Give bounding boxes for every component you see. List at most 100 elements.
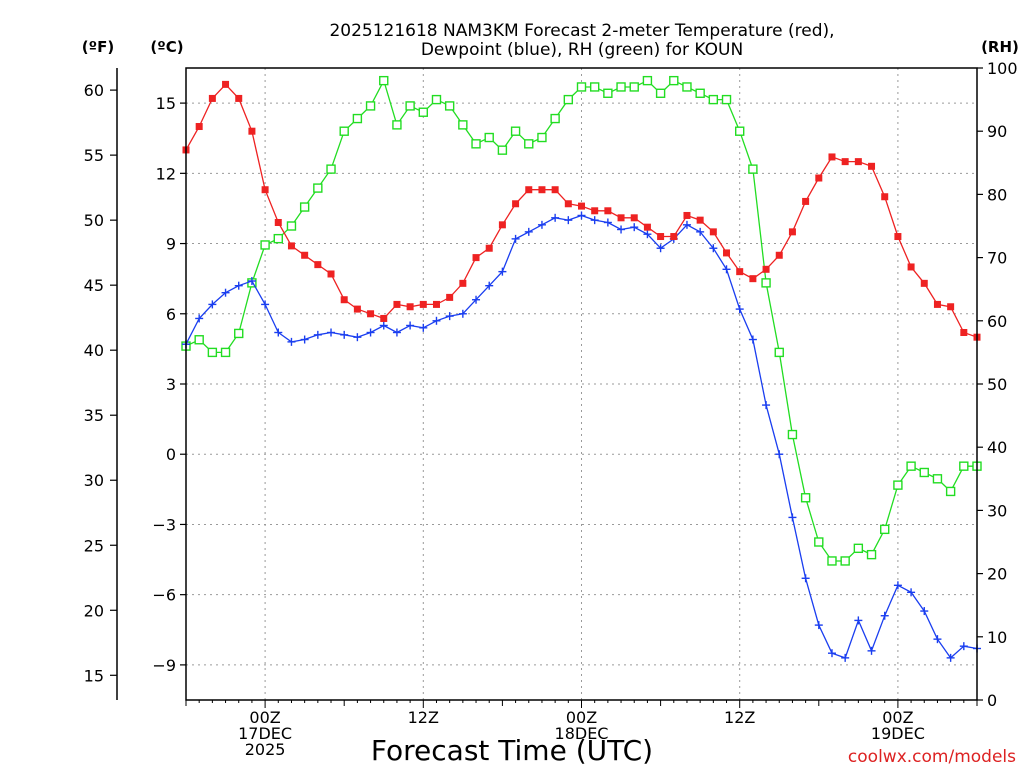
time-tick-label: 12Z <box>408 708 439 727</box>
dewpoint-point <box>195 314 204 323</box>
rh-point <box>444 101 455 111</box>
dewpoint-point <box>445 312 454 321</box>
temperature-point <box>551 186 559 194</box>
dewpoint-point <box>788 513 797 522</box>
dewpoint-point <box>274 328 283 337</box>
dewpoint-point <box>603 218 612 227</box>
dewpoint-point <box>287 337 296 346</box>
rh-tick-label: 70 <box>987 249 1007 268</box>
dewpoint-point <box>854 616 863 625</box>
temperature-point <box>907 263 915 271</box>
dewpoint-point <box>814 621 823 630</box>
rh-point <box>893 480 903 490</box>
rh-tick-label: 10 <box>987 628 1007 647</box>
temperature-point <box>828 153 836 161</box>
rh-point <box>721 94 732 105</box>
temperature-point <box>802 197 810 205</box>
rh-axis-label: (RH) <box>981 38 1019 56</box>
celsius-tick-label: 6 <box>166 305 176 324</box>
dewpoint-point <box>234 281 243 290</box>
rh-point <box>603 88 613 98</box>
temperature-point <box>340 296 348 304</box>
fahrenheit-tick-label: 60 <box>84 81 104 100</box>
rh-tick-label: 80 <box>987 185 1007 204</box>
celsius-tick-label: 3 <box>166 375 176 394</box>
rh-tick-label: 60 <box>987 312 1007 331</box>
rh-point <box>313 183 323 193</box>
time-tick-label: 2025 <box>245 740 286 759</box>
temperature-point <box>327 270 335 278</box>
temperature-point <box>208 94 216 102</box>
dewpoint-point <box>379 321 388 330</box>
time-tick-label: 00Z <box>249 708 280 727</box>
temperature-point <box>815 174 823 182</box>
rh-point <box>220 347 231 358</box>
dewpoint-point <box>432 316 441 325</box>
temperature-point <box>578 202 585 210</box>
dewpoint-point <box>261 300 270 309</box>
time-tick-label: 18DEC <box>555 724 609 743</box>
temperature-point <box>538 186 546 194</box>
rh-point <box>932 474 943 484</box>
fahrenheit-tick-label: 55 <box>84 146 104 165</box>
rh-point <box>814 537 824 547</box>
temperature-point <box>933 300 941 308</box>
dewpoint-point <box>340 330 349 339</box>
rh-point <box>669 75 679 86</box>
dewpoint-point <box>221 288 230 297</box>
rh-point <box>787 429 798 440</box>
celsius-tick-label: 12 <box>156 164 176 183</box>
temperature-point <box>762 265 770 273</box>
temperature-point <box>512 200 520 208</box>
rh-point <box>959 461 969 471</box>
rh-point <box>537 132 547 143</box>
temperature-point <box>380 314 388 322</box>
celsius-tick-label: 0 <box>166 445 176 464</box>
rh-point <box>273 233 283 244</box>
axes: −9−6−30369121515202530354045505560010203… <box>84 59 1018 759</box>
rh-point <box>853 543 864 554</box>
rh-point <box>431 94 442 105</box>
rh-tick-label: 90 <box>987 122 1007 141</box>
temperature-point <box>775 251 783 259</box>
dewpoint-point <box>458 309 467 318</box>
rh-point <box>299 202 310 212</box>
dewpoint-point <box>946 653 955 662</box>
dewpoint-point <box>656 244 665 253</box>
rh-point <box>866 549 877 560</box>
rh-point <box>379 75 389 86</box>
temperature-point <box>314 261 322 269</box>
temperature-point <box>419 300 427 308</box>
dewpoint-point <box>841 653 850 662</box>
dewpoint-point <box>643 230 652 239</box>
rh-point <box>326 164 336 174</box>
dewpoint-point <box>709 244 718 253</box>
rh-point <box>682 82 692 92</box>
temperature-point <box>657 233 665 241</box>
dewpoint-point <box>366 328 375 337</box>
temperature-point <box>960 329 968 337</box>
dewpoint-point <box>590 216 599 225</box>
rh-tick-label: 30 <box>987 501 1007 520</box>
temperature-point <box>854 158 862 166</box>
dewpoint-point <box>893 581 902 590</box>
rh-tick-label: 40 <box>987 438 1007 457</box>
dewpoint-point <box>722 265 731 274</box>
temperature-point <box>881 193 889 201</box>
rh-point <box>589 82 600 92</box>
dewpoint-point <box>867 646 876 655</box>
temperature-point <box>459 279 467 287</box>
rh-point <box>642 75 653 86</box>
rh-point <box>708 94 719 105</box>
rh-point <box>484 132 494 143</box>
temperature-point <box>195 123 203 131</box>
rh-point <box>563 94 574 105</box>
dewpoint-point <box>392 328 401 337</box>
dewpoint-point <box>551 213 560 222</box>
dewpoint-point <box>920 607 929 616</box>
temperature-point <box>406 303 414 311</box>
temperature-point <box>670 233 678 241</box>
rh-point <box>761 278 771 288</box>
rh-point <box>352 113 363 124</box>
time-tick-label: 19DEC <box>871 724 925 743</box>
